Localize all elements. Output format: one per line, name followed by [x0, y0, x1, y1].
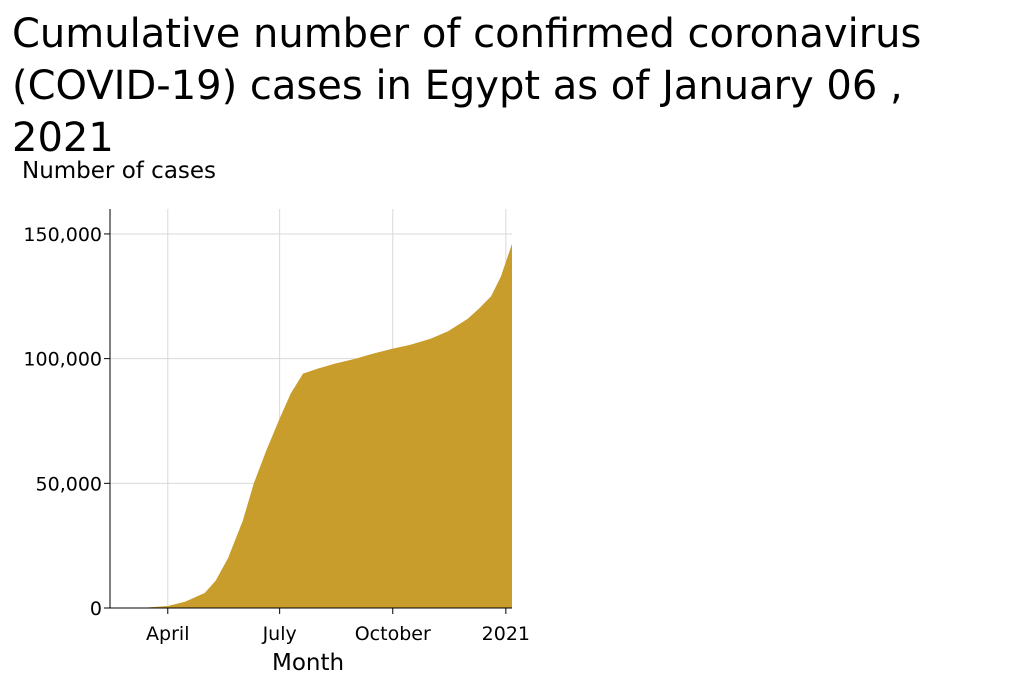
- chart-title: Cumulative number of confirmed coronavir…: [12, 11, 922, 161]
- y-tick-label: 100,000: [23, 349, 102, 371]
- x-tick-label: October: [355, 623, 431, 645]
- x-tick-label: 2021: [482, 623, 530, 645]
- y-axis-label: Number of cases: [22, 158, 217, 184]
- x-tick-label: July: [262, 623, 297, 645]
- y-tick-label: 50,000: [36, 473, 102, 495]
- y-tick-label: 150,000: [23, 224, 102, 246]
- area-series: [110, 243, 512, 608]
- x-tick-label: April: [146, 623, 189, 645]
- y-tick-label: 0: [90, 598, 102, 620]
- x-axis-label: Month: [272, 650, 345, 676]
